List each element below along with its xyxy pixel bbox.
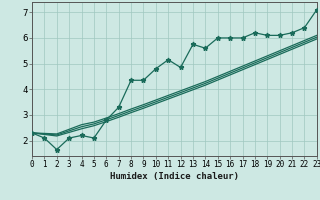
X-axis label: Humidex (Indice chaleur): Humidex (Indice chaleur) bbox=[110, 172, 239, 181]
